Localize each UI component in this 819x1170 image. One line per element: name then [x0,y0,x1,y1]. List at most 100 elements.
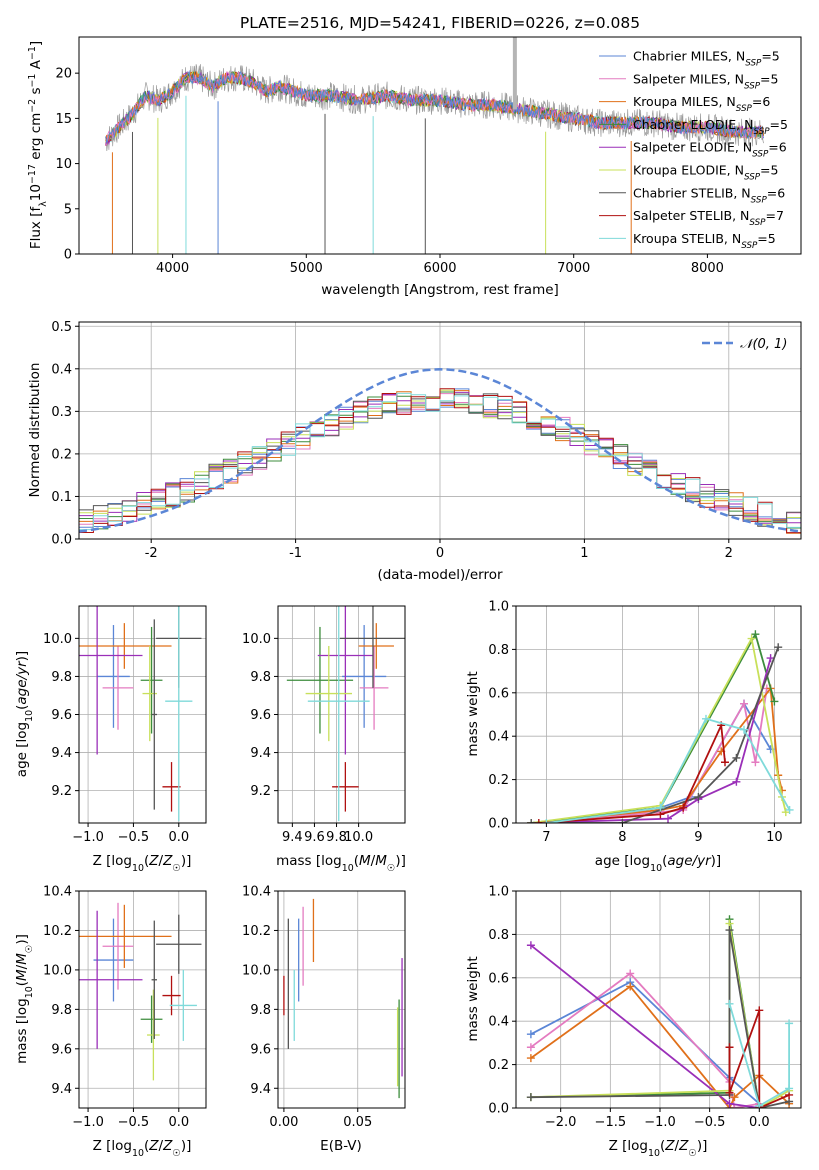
massweight_vs_age-ticks: 7 8 9 10 0.0 0.2 0.4 0.6 0.8 1.0 [488,600,782,846]
mass-weight-line [531,657,772,823]
y-tick-label: 0.6 [488,686,509,701]
y-tick-label: 10.2 [242,924,271,939]
mass-weight-marker [774,643,783,652]
axes-massweight_vs_age: 7 8 9 10 0.0 0.2 0.4 0.6 0.8 1.0 [488,600,802,846]
x-tick-label: −1.0 [644,1115,676,1130]
mass-weight-marker [785,1019,794,1028]
x-tick-label: 0.0 [749,1115,770,1130]
x-axis-label: E(B-V) [320,1138,362,1154]
legend-entry: Kroupa ELODIE, NSSP=5 [633,163,778,183]
y-tick-label: 9.6 [250,708,271,723]
mass-weight-marker [751,758,760,767]
mass-weight-marker [725,926,734,935]
axes-spectrum: 4000 5000 6000 7000 8000 0 5 10 15 20 [55,36,802,276]
mass-weight-marker [730,1093,739,1102]
mass-weight-marker [526,1043,535,1052]
x-tick-label: −0.5 [694,1115,726,1130]
mass-weight-marker [526,1093,535,1102]
massweight_vs_Z-frame [515,890,802,1109]
legend-entry: Chabrier ELODIE, NSSP=5 [633,117,788,137]
massweight_vs_age-plot-area [527,630,794,823]
mass-weight-marker [755,1101,764,1108]
mass-weight-marker [740,725,748,734]
axes-massweight_vs_Z: −2.0 −1.5 −1.0 −0.5 0.0 0.0 0.2 0.4 0.6 0.8 1.0 [488,885,802,1131]
mass-weight-line [530,944,760,1108]
mass-weight-marker [785,1084,794,1093]
errorbar-point [102,645,134,730]
mass-weight-marker [534,819,543,823]
errorbar-point [147,989,160,1081]
y-tick-label: 10.0 [242,632,271,647]
x-tick-label: -1 [289,546,302,561]
x-tick-label: −1.5 [595,1115,627,1130]
y-tick-label: 10.2 [43,924,72,939]
errorbar-point [140,995,163,1043]
mass-weight-marker [526,1030,535,1039]
spectrum-plot-area [105,37,765,254]
errorbar-point [156,914,202,974]
mass-weight-line [530,919,761,1108]
x-tick-label: 0.0 [168,1115,189,1130]
x-tick-label: 2 [725,546,733,561]
legend-entry: Kroupa STELIB, NSSP=5 [633,231,776,251]
y-tick-label: 0 [64,248,72,263]
massweight_vs_age-grid [516,605,801,824]
errorbar-point [162,975,181,1016]
mass-weight-marker [740,699,748,708]
mass_vs_ebv-grid [278,890,405,1108]
x-axis-label: Z [log10(Z/Z☉)] [93,853,192,874]
legend-entry: Salpeter ELODIE, NSSP=6 [633,140,787,160]
mass-weight-marker [725,1043,734,1052]
errorbar-point [140,626,163,734]
x-axis-label: (data-model)/error [377,567,503,583]
y-tick-label: 9.8 [51,1003,72,1018]
errorbar-point [165,606,193,822]
spectrum-ticks: 4000 5000 6000 7000 8000 0 5 10 15 20 [55,67,724,276]
y-tick-label: 0.2 [488,773,509,788]
mass_vs_ebv-frame [277,890,406,1109]
normal-curve [79,368,801,533]
mass-weight-marker [527,819,536,823]
errorbar-point [358,623,394,669]
y-tick-label: 9.2 [250,784,271,799]
y-tick-label: 5 [64,202,72,217]
mass-weight-marker [732,753,741,762]
mass-weight-marker [725,1099,734,1108]
y-axis-label: age [log10(age/yr)] [14,651,35,777]
mass-weight-marker [730,1104,739,1108]
mass-weight-marker [732,777,741,786]
axes-residuals: -2 -1 0 1 2 0.0 0.1 0.2 0.3 0.4 0.5 [51,320,802,561]
y-tick-label: 0.3 [51,405,72,420]
legend-entry: Salpeter STELIB, NSSP=7 [633,208,784,228]
age_vs_Z-ticks: −1.0 −0.5 0.0 9.2 9.4 9.6 9.8 10.0 [43,632,189,845]
x-tick-label: 0.05 [343,1115,372,1130]
massweight_vs_Z-plot-area [526,915,794,1108]
x-tick-label: 0.00 [269,1115,298,1130]
mass-weight-marker [747,634,756,643]
mass_vs_ebv-plot-area [283,898,403,1099]
x-tick-label: 0.0 [168,830,189,845]
y-tick-label: 0.4 [488,1015,509,1030]
mass_vs_ebv-ticks: 0.00 0.05 9.4 9.6 9.8 10.0 10.2 10.4 [242,885,372,1131]
x-axis-label: age [log10(age/yr)] [595,853,721,874]
mass-weight-marker [770,697,779,706]
massweight_vs_Z-ticks: −2.0 −1.5 −1.0 −0.5 0.0 0.0 0.2 0.4 0.6 0.8 1.0 [488,885,769,1131]
x-tick-label: 7 [542,830,550,845]
age_vs_Z-frame [78,605,207,824]
x-tick-label: 1 [580,546,588,561]
mass_vs_Z-ticks: −1.0 −0.5 0.0 9.4 9.6 9.8 10.0 10.2 10.4 [43,885,189,1131]
mass-weight-marker [755,1006,764,1015]
errorbar-point [169,969,197,1041]
y-tick-label: 9.4 [250,746,271,761]
mass-weight-marker [526,941,535,950]
model-spectrum-line [105,69,765,144]
x-tick-label: −0.5 [118,1115,150,1130]
y-tick-label: 0.4 [488,730,509,745]
mass-weight-marker [542,819,551,823]
y-axis-label: Flux [fλ10−17 erg cm−2 s−1 A−1] [27,41,49,249]
errorbar-point [79,606,143,755]
errorbar-point [97,625,130,728]
y-tick-label: 0.2 [51,447,72,462]
y-tick-label: 0.0 [488,817,509,832]
